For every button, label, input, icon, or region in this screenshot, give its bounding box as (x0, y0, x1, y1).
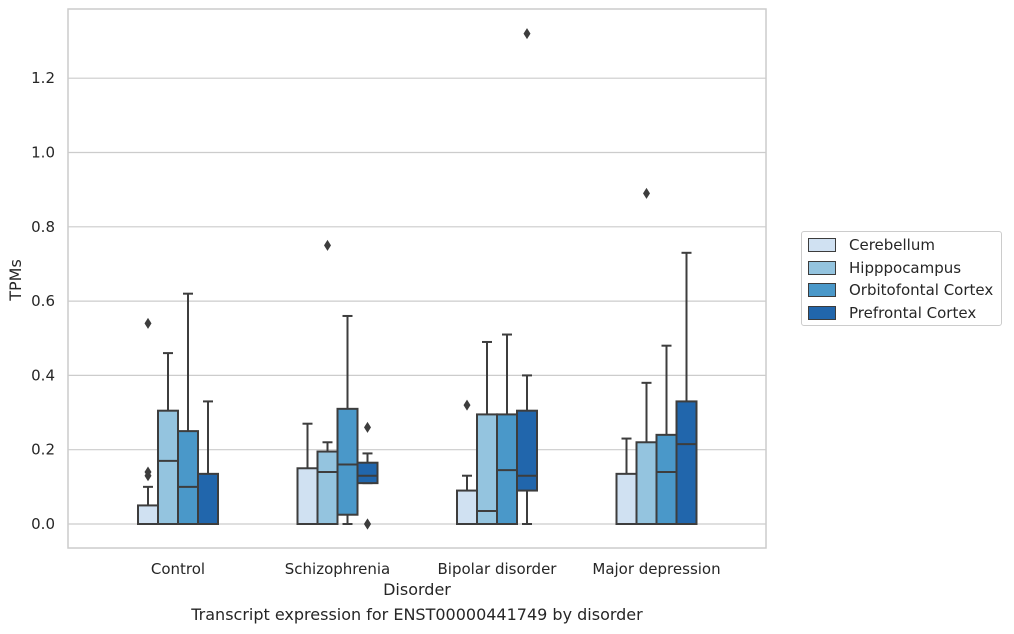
legend-label: Prefrontal Cortex (849, 303, 977, 322)
box-hipppocampus (476, 340, 498, 525)
box-cerebellum (456, 399, 478, 526)
outlier-point (523, 28, 531, 40)
box-groups (137, 28, 698, 530)
outlier-point (144, 466, 152, 478)
chart-caption: Transcript expression for ENST0000044174… (191, 605, 643, 624)
box-prefrontal-cortex (516, 28, 538, 525)
legend-item: Prefrontal Cortex (808, 304, 976, 322)
box-body (157, 409, 179, 526)
outlier-point (144, 317, 152, 329)
plot-frame (67, 8, 767, 549)
y-tick-label: 1.2 (31, 69, 55, 87)
box-orbitofontal-cortex (336, 314, 359, 525)
legend-label: Orbitofontal Cortex (849, 281, 994, 299)
y-tick-labels: 0.0 0.2 0.4 0.6 0.8 1.0 1.2 (31, 69, 55, 533)
outlier-point (463, 399, 471, 411)
box-cerebellum (296, 422, 319, 525)
x-tick-labels: Control Schizophrenia Bipolar disorder Majo… (151, 560, 721, 578)
y-tick-label: 0.8 (31, 218, 55, 236)
legend-item: Hipppocampus (808, 259, 961, 277)
legend-swatch (808, 305, 836, 320)
box-body (615, 472, 638, 526)
box-hipppocampus (157, 352, 179, 526)
legend: Cerebellum Hipppocampus Orbitofontal Corte… (801, 231, 1002, 326)
legend-label: Cerebellum (849, 236, 935, 254)
x-axis-label: Disorder (383, 580, 451, 599)
outlier-point (364, 518, 371, 530)
box-prefrontal-cortex (675, 251, 698, 525)
legend-item: Cerebellum (808, 236, 935, 254)
y-tick-label: 0.4 (31, 366, 55, 384)
box-prefrontal-cortex (356, 421, 379, 530)
x-tick-label: Major depression (592, 560, 720, 578)
y-axis-label: TPMs (6, 259, 25, 302)
box-body (675, 400, 698, 525)
box-body (456, 489, 478, 526)
box-body (316, 450, 339, 525)
legend-label: Hipppocampus (849, 258, 962, 277)
box-body (516, 409, 538, 492)
legend-swatch (808, 283, 836, 297)
box-prefrontal-cortex (197, 400, 219, 526)
box-body (356, 461, 379, 485)
outlier-point (364, 421, 371, 433)
legend-swatch (808, 260, 836, 275)
y-tick-label: 0.2 (31, 441, 55, 459)
box-body (336, 407, 359, 516)
box-hipppocampus (316, 239, 339, 525)
box-body (177, 430, 199, 525)
x-tick-label: Schizophrenia (285, 560, 390, 578)
box-orbitofontal-cortex (496, 333, 518, 525)
box-body (635, 441, 658, 525)
legend-swatch (808, 238, 836, 252)
x-tick-label: Bipolar disorder (438, 560, 558, 578)
box-hipppocampus (635, 187, 658, 525)
box-body (476, 413, 498, 525)
box-orbitofontal-cortex (655, 344, 678, 525)
outlier-point (643, 187, 650, 199)
outlier-point (324, 239, 331, 251)
legend-item: Orbitofontal Cortex (808, 281, 993, 299)
x-tick-label: Control (151, 560, 205, 578)
box-body (655, 433, 678, 525)
box-cerebellum (615, 437, 638, 526)
box-cerebellum (137, 317, 159, 525)
y-tick-label: 0.6 (31, 292, 55, 310)
box-body (296, 467, 319, 525)
y-tick-label: 1.0 (31, 144, 55, 162)
box-body (137, 504, 159, 525)
y-tick-label: 0.0 (31, 515, 55, 533)
box-body (197, 472, 219, 526)
box-orbitofontal-cortex (177, 292, 199, 525)
